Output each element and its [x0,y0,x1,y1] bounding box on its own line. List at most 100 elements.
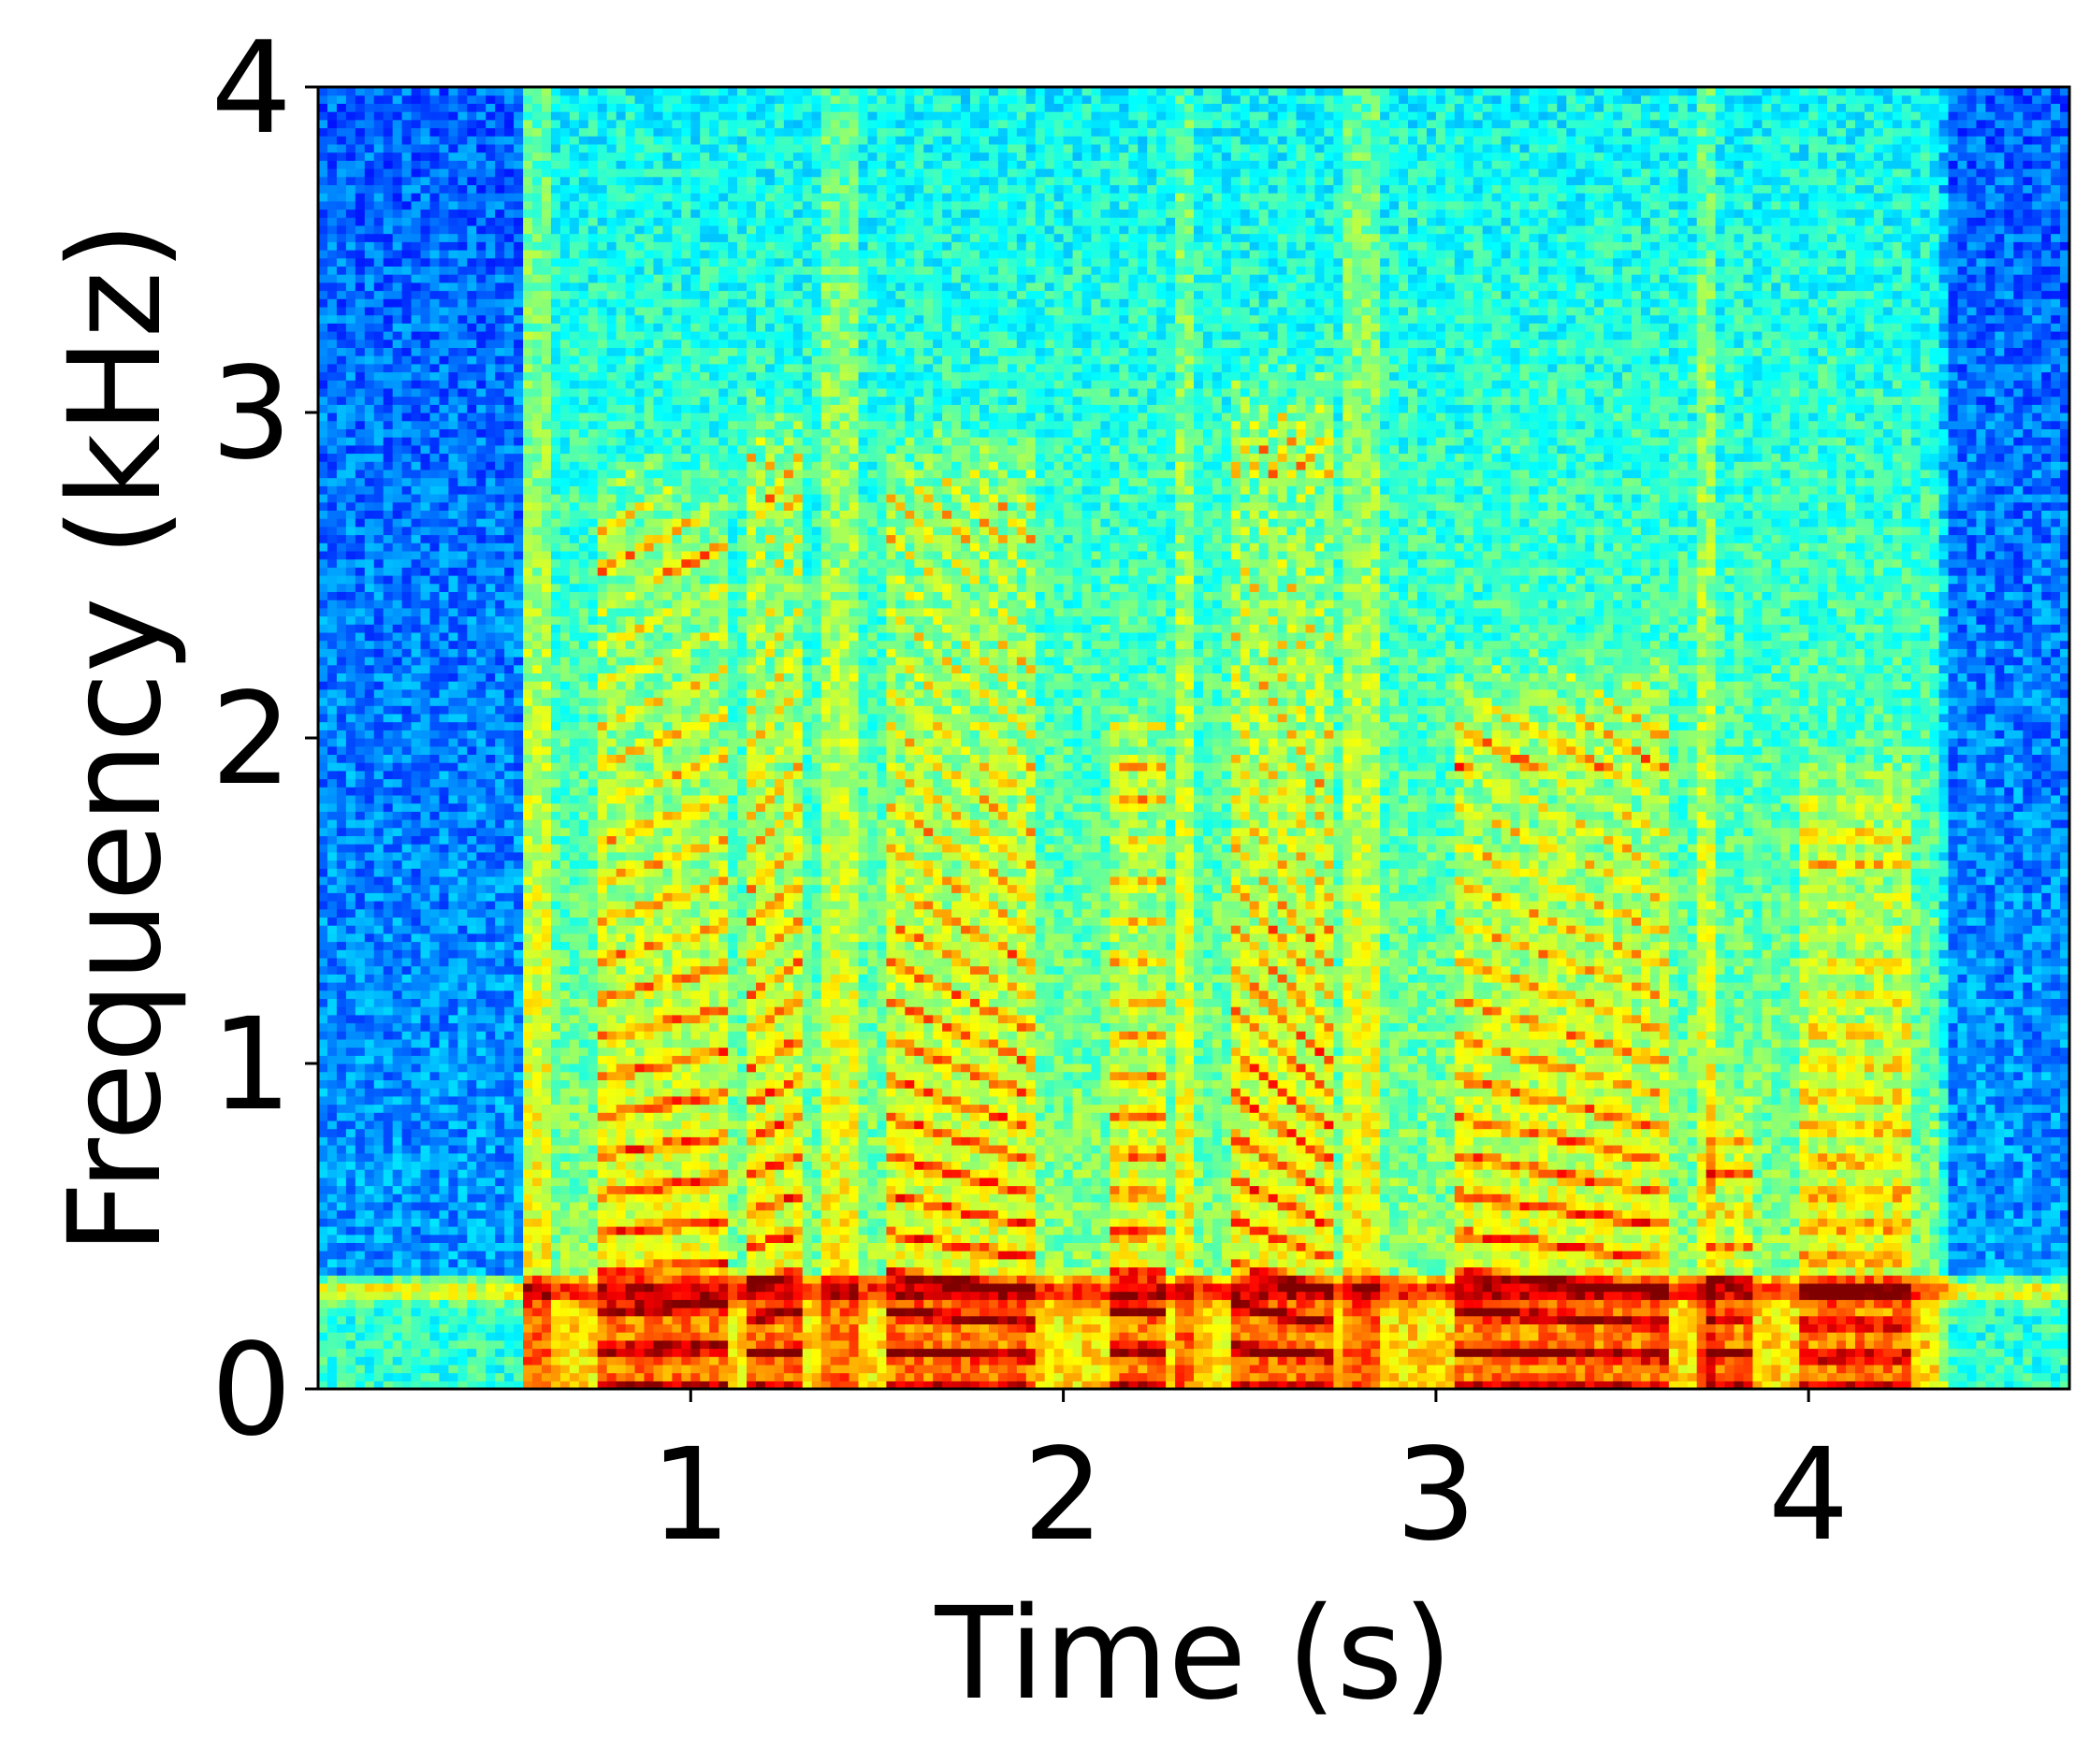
spectrogram-cell [327,1178,338,1186]
spectrogram-cell [356,665,366,673]
spectrogram-cell [337,949,347,958]
spectrogram-cell [337,412,347,421]
spectrogram-cell [327,1039,338,1048]
spectrogram-cell [356,860,366,869]
spectrogram-cell [346,485,356,494]
spectrogram-cell [346,1178,356,1186]
spectrogram-cell [337,1169,347,1178]
spectrogram-cell [327,705,338,714]
spectrogram-cell [346,868,356,876]
spectrogram-cell [327,892,338,901]
spectrogram-cell [346,998,356,1006]
spectrogram-cell [327,698,338,706]
spectrogram-cell [318,705,328,714]
spectrogram-cell [327,672,338,681]
spectrogram-cell [318,672,328,681]
spectrogram-cell [356,1112,366,1121]
spectrogram-cell [327,225,338,234]
spectrogram-cell [337,616,347,625]
spectrogram-cell [346,811,356,819]
spectrogram-cell [327,974,338,982]
spectrogram-cell [327,364,338,372]
spectrogram-cell [327,1332,338,1340]
spectrogram-cell [318,364,328,372]
spectrogram-cell [356,624,366,632]
spectrogram-cell [346,266,356,274]
spectrogram-cell [318,1048,328,1056]
spectrogram-cell [346,364,356,372]
spectrogram-cell [327,942,338,950]
spectrogram-cell [346,787,356,795]
spectrogram-cell [327,1006,338,1015]
spectrogram-cell [327,494,338,502]
spectrogram-cell [346,144,356,152]
spectrogram-cell [327,274,338,282]
spectrogram-cell [356,933,366,942]
spectrogram-cell [327,925,338,933]
spectrogram-cell [318,1251,328,1259]
spectrogram-cell [356,437,366,445]
spectrogram-cell [356,852,366,860]
spectrogram-cell [356,909,366,918]
spectrogram-cell [318,1072,328,1080]
spectrogram-cell [337,762,347,771]
spectrogram-cell [327,584,338,592]
spectrogram-cell [318,266,328,274]
spectrogram-cell [346,250,356,258]
spectrogram-cell [327,331,338,340]
spectrogram-cell [318,1235,328,1243]
spectrogram-cell [346,795,356,803]
spectrogram-cell [346,1292,356,1300]
spectrogram-cell [337,1210,347,1219]
spectrogram-cell [356,461,366,470]
spectrogram-cell [327,323,338,331]
spectrogram-cell [327,445,338,454]
spectrogram-cell [318,1349,328,1357]
spectrogram-cell [356,454,366,462]
spectrogram-cell [356,355,366,364]
spectrogram-cell [356,1161,366,1169]
spectrogram-cell [346,982,356,990]
spectrogram-cell [346,274,356,282]
spectrogram-cell [318,1169,328,1178]
spectrogram-cell [337,844,347,852]
spectrogram-cell [346,111,356,120]
spectrogram-cell [346,1169,356,1178]
spectrogram-cell [327,844,338,852]
spectrogram-cell [337,1031,347,1039]
spectrogram-cell [327,949,338,958]
spectrogram-cell [346,1088,356,1096]
spectrogram-cell [356,657,366,665]
spectrogram-cell [337,1259,347,1267]
spectrogram-cell [337,1373,347,1381]
spectrogram-cell [346,1251,356,1259]
spectrogram-cell [346,1048,356,1056]
spectrogram-cell [327,811,338,819]
spectrogram-cell [346,1186,356,1194]
spectrogram-cell [327,1153,338,1162]
spectrogram-cell [356,575,366,584]
spectrogram-cell [318,575,328,584]
spectrogram-cell [327,1316,338,1324]
spectrogram-cell [356,705,366,714]
spectrogram-cell [318,201,328,210]
spectrogram-cell [318,714,328,722]
spectrogram-cell [356,518,366,527]
spectrogram-cell [327,421,338,429]
spectrogram-cell [356,730,366,738]
spectrogram-cell [346,184,356,193]
spectrogram-cell [327,412,338,421]
spectrogram-cell [318,966,328,975]
spectrogram-cell [337,1292,347,1300]
spectrogram-cell [318,1136,328,1145]
spectrogram-cell [337,111,347,120]
spectrogram-cell [327,1121,338,1129]
spectrogram-cell [337,225,347,234]
spectrogram-cell [356,1178,366,1186]
spectrogram-cell [337,665,347,673]
spectrogram-cell [327,1299,338,1308]
spectrogram-cell [337,1048,347,1056]
spectrogram-cell [318,835,328,844]
spectrogram-cell [327,665,338,673]
spectrogram-cell [337,600,347,608]
